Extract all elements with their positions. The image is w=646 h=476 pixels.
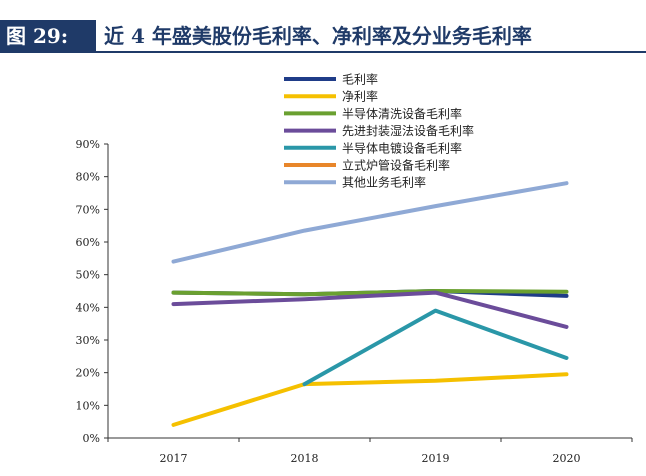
y-tick-label: 30% (76, 334, 100, 347)
series-line-1 (171, 372, 569, 427)
series-line-6 (171, 181, 569, 264)
x-tick-label: 2018 (291, 452, 319, 465)
legend-label: 半导体电镀设备毛利率 (342, 140, 462, 155)
y-tick-label: 70% (76, 203, 100, 216)
y-tick-label: 60% (76, 236, 100, 249)
y-tick-label: 80% (76, 171, 100, 184)
legend-label: 先进封装湿法设备毛利率 (342, 123, 474, 138)
y-tick-label: 90% (76, 138, 100, 151)
legend-label: 其他业务毛利率 (342, 175, 426, 190)
figure-title: 近 4 年盛美股份毛利率、净利率及分业务毛利率 (104, 24, 532, 48)
y-tick-label: 0% (83, 432, 100, 445)
x-tick-label: 2020 (553, 452, 581, 465)
y-tick-label: 40% (76, 301, 100, 314)
series-line-4 (302, 308, 569, 387)
y-tick-label: 20% (76, 367, 100, 380)
legend-label: 立式炉管设备毛利率 (342, 158, 450, 173)
legend-label: 净利率 (342, 89, 378, 104)
y-tick-label: 50% (76, 269, 100, 282)
legend-label: 半导体清洗设备毛利率 (342, 106, 462, 121)
series-line-2 (171, 289, 569, 297)
figure-number: 图 29: (0, 20, 96, 53)
x-tick-label: 2019 (422, 452, 450, 465)
series-line-3 (171, 290, 569, 329)
y-tick-label: 10% (76, 399, 100, 412)
x-tick-label: 2017 (160, 452, 188, 465)
legend-label: 毛利率 (342, 72, 378, 87)
figure-title-bar: 图 29: 近 4 年盛美股份毛利率、净利率及分业务毛利率 (0, 0, 646, 53)
